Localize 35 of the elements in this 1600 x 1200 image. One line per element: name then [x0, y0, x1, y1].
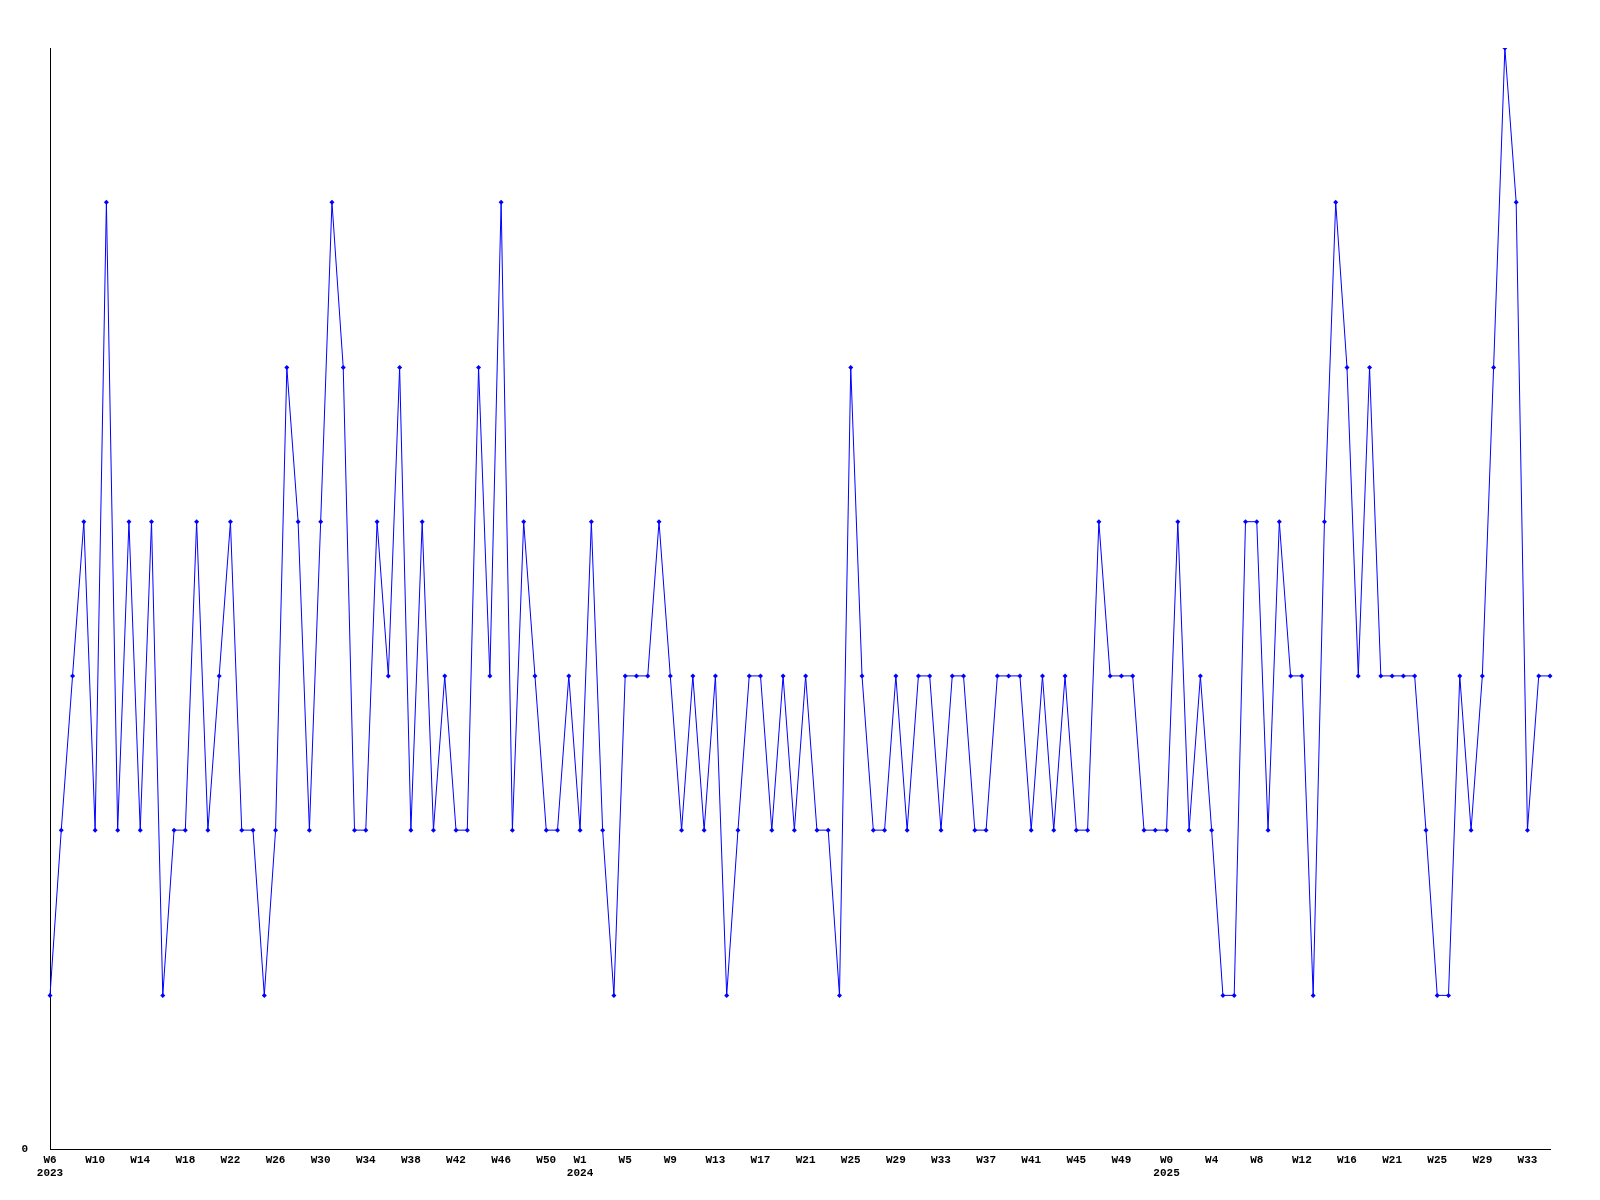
x-tick-label: W29 — [885, 1153, 906, 1166]
x-tick-label: W21 — [795, 1153, 816, 1166]
x-tick-label: W46 — [491, 1153, 512, 1166]
x-tick-label: W10 — [85, 1153, 106, 1166]
x-tick-label: W50 — [536, 1153, 557, 1166]
x-tick-label: W30 — [310, 1153, 331, 1166]
x-tick-label: W34 — [355, 1153, 377, 1166]
x-tick-label: W33 — [931, 1153, 952, 1166]
x-tick-label: W0 2025 — [1153, 1153, 1181, 1180]
x-tick-label: W25 — [1427, 1153, 1448, 1166]
x-tick-label: W17 — [750, 1153, 771, 1166]
x-tick-label: W37 — [976, 1153, 996, 1166]
x-tick-label: W42 — [446, 1153, 466, 1166]
x-tick-label: W14 — [130, 1153, 151, 1166]
x-tick-label: W33 — [1517, 1153, 1538, 1166]
x-tick-label: W4 — [1205, 1153, 1219, 1166]
x-tick-label: W5 — [618, 1153, 633, 1166]
x-tick-label: W38 — [401, 1153, 422, 1166]
x-tick-label: W9 — [663, 1153, 677, 1166]
x-tick-label: W29 — [1472, 1153, 1493, 1166]
x-tick-label: W49 — [1111, 1153, 1132, 1166]
x-tick-label: W18 — [175, 1153, 196, 1166]
x-tick-label: W1 2024 — [566, 1153, 594, 1180]
x-tick-label: W22 — [220, 1153, 241, 1166]
x-tick-label: W45 — [1066, 1153, 1087, 1166]
x-tick-label: W26 — [265, 1153, 286, 1166]
text: 0 — [21, 1143, 28, 1156]
x-tick-label: W13 — [705, 1153, 726, 1166]
x-tick-label: W8 — [1250, 1153, 1264, 1166]
x-tick-label: W41 — [1021, 1153, 1042, 1166]
x-tick-label: W6 2023 — [36, 1153, 64, 1180]
x-tick-label: W16 — [1337, 1153, 1357, 1166]
x-tick-label: W25 — [840, 1153, 862, 1166]
x-tick-label: W21 — [1382, 1153, 1403, 1166]
x-tick-label: W12 — [1291, 1153, 1312, 1166]
